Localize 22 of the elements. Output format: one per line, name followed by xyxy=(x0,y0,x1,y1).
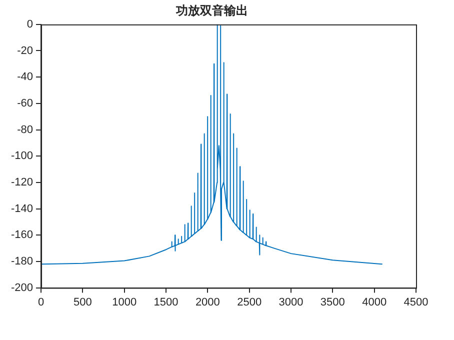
y-tick-label: -160 xyxy=(10,229,34,242)
y-tick-label: -200 xyxy=(10,282,34,294)
x-tick-label: 4000 xyxy=(362,296,387,308)
x-tick-label: 0 xyxy=(38,296,44,308)
x-tick-label: 3000 xyxy=(278,296,304,308)
y-tick-label: 0 xyxy=(26,18,34,30)
y-tick-label: -40 xyxy=(17,71,34,84)
x-tick-label: 3500 xyxy=(320,296,345,308)
y-tick-label: -100 xyxy=(10,150,34,162)
y-tick-label: -120 xyxy=(10,176,34,188)
x-tick-label: 1500 xyxy=(154,296,178,308)
x-tick-label: 1000 xyxy=(112,296,137,308)
y-tick-label: -180 xyxy=(10,255,34,268)
y-tick-label: -20 xyxy=(17,44,34,57)
chart-title: 功放双音输出 xyxy=(175,4,248,18)
x-tick-label: 500 xyxy=(74,296,92,308)
x-tick-label: 4500 xyxy=(404,296,428,308)
x-tick-label: 2500 xyxy=(237,296,262,308)
y-tick-label: -80 xyxy=(17,124,34,136)
y-tick-label: -60 xyxy=(17,97,34,110)
x-tick-label: 2000 xyxy=(195,296,220,308)
y-tick-label: -140 xyxy=(10,202,34,215)
